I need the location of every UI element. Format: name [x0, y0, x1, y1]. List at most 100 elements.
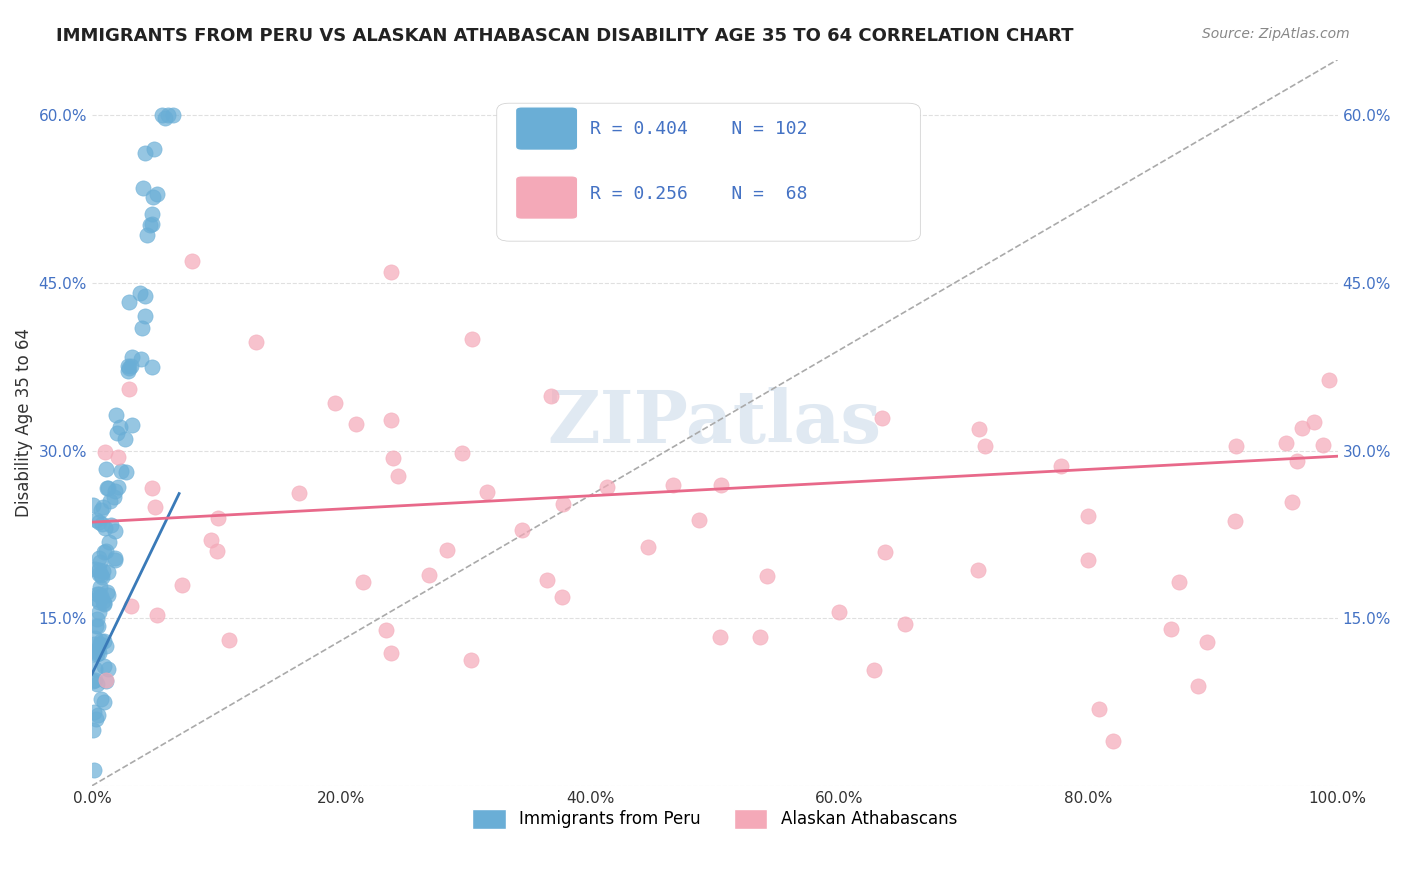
Point: [134, 146, 156, 161]
Point: [710, 478, 733, 492]
Point: [86, 612, 108, 626]
Point: [94, 544, 117, 558]
Point: [114, 432, 136, 446]
Point: [86, 648, 108, 662]
Point: [94, 521, 117, 535]
Point: [516, 164, 538, 178]
Point: [969, 422, 991, 436]
Point: [121, 418, 143, 433]
Point: [110, 464, 132, 478]
Point: [139, 218, 162, 232]
Point: [150, 108, 173, 122]
Point: [662, 478, 685, 492]
Point: [1077, 553, 1099, 567]
Point: [551, 590, 574, 604]
Point: [748, 630, 770, 644]
Point: [323, 396, 346, 410]
Point: [129, 351, 152, 366]
Y-axis label: Disability Age 35 to 64: Disability Age 35 to 64: [15, 328, 32, 517]
Point: [104, 553, 127, 567]
Point: [90, 503, 112, 517]
Point: [83, 561, 105, 575]
Point: [107, 480, 129, 494]
Point: [97, 588, 120, 602]
Point: [82, 498, 104, 512]
FancyBboxPatch shape: [516, 107, 578, 151]
Point: [118, 361, 141, 376]
Point: [117, 363, 139, 377]
Point: [288, 486, 311, 500]
Point: [134, 310, 156, 324]
Point: [83, 705, 105, 719]
Point: [84, 619, 107, 633]
Point: [637, 540, 659, 554]
Point: [141, 359, 163, 374]
Point: [87, 567, 110, 582]
Point: [107, 450, 129, 464]
Point: [90, 570, 112, 584]
Point: [103, 490, 125, 504]
Point: [86, 587, 108, 601]
Point: [1317, 373, 1340, 387]
Point: [1102, 734, 1125, 748]
Point: [143, 500, 166, 514]
Point: [121, 350, 143, 364]
Point: [84, 673, 107, 687]
Point: [141, 207, 163, 221]
Point: [207, 511, 229, 525]
Point: [131, 180, 153, 194]
Point: [146, 607, 169, 622]
Point: [97, 535, 120, 549]
Text: R = 0.256    N =  68: R = 0.256 N = 68: [591, 185, 807, 203]
Point: [94, 445, 117, 459]
Point: [863, 663, 886, 677]
Point: [86, 676, 108, 690]
Point: [344, 417, 367, 432]
Point: [90, 517, 112, 532]
Point: [84, 712, 107, 726]
Point: [96, 639, 118, 653]
Point: [118, 295, 141, 310]
Point: [83, 636, 105, 650]
Point: [96, 461, 118, 475]
Point: [108, 420, 131, 434]
Point: [104, 524, 127, 538]
Point: [97, 662, 120, 676]
Point: [96, 481, 118, 495]
Point: [1050, 458, 1073, 473]
Point: [93, 633, 115, 648]
Point: [170, 578, 193, 592]
Point: [96, 584, 118, 599]
Point: [120, 359, 142, 373]
Point: [1291, 421, 1313, 435]
Point: [1187, 679, 1209, 693]
Point: [98, 493, 121, 508]
Point: [460, 653, 482, 667]
Point: [141, 217, 163, 231]
Point: [180, 253, 202, 268]
Point: [153, 112, 176, 126]
Point: [688, 513, 710, 527]
Point: [104, 408, 127, 422]
Point: [1077, 509, 1099, 524]
Point: [93, 545, 115, 559]
Point: [83, 763, 105, 777]
Point: [87, 605, 110, 619]
Point: [218, 632, 240, 647]
Point: [873, 545, 896, 559]
Point: [827, 605, 849, 619]
Point: [1160, 623, 1182, 637]
Point: [90, 567, 112, 582]
Point: [536, 573, 558, 587]
Point: [87, 642, 110, 657]
Point: [418, 567, 440, 582]
Point: [142, 189, 165, 203]
Point: [1197, 635, 1219, 649]
Point: [659, 225, 682, 239]
Point: [84, 631, 107, 645]
Point: [450, 446, 472, 460]
Point: [142, 142, 165, 156]
Point: [1088, 702, 1111, 716]
Point: [93, 500, 115, 514]
Point: [755, 568, 778, 582]
